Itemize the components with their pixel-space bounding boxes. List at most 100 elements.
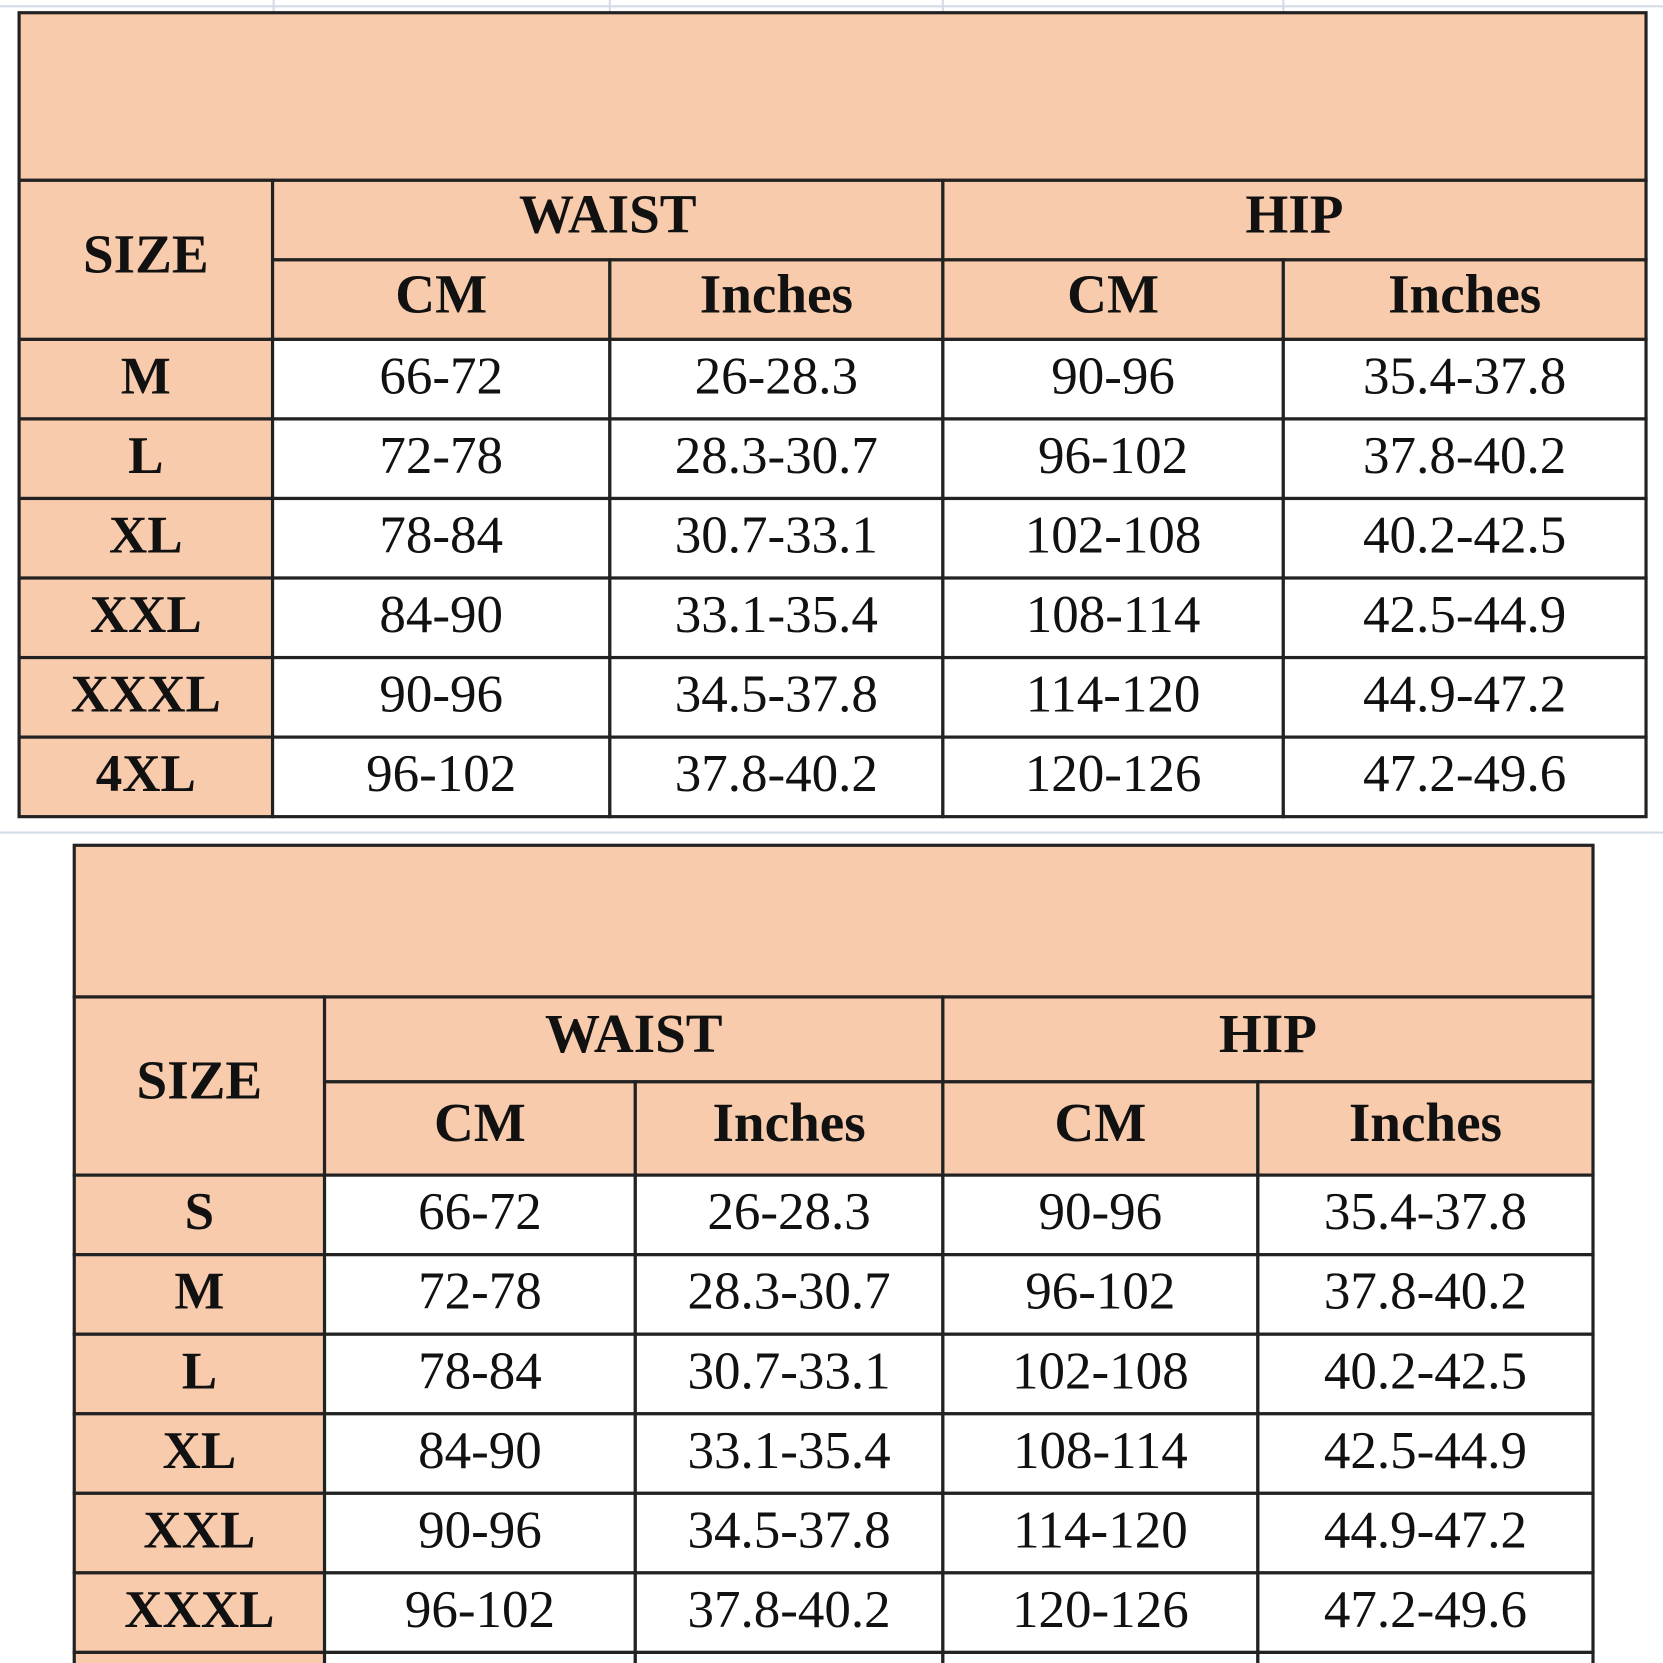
measure-value: 34.5-37.8 (687, 1501, 890, 1559)
size-label: XXL (90, 586, 202, 644)
unit-header-cell (1256, 1080, 1595, 1177)
measure-value: 37.8-40.2 (1324, 1263, 1527, 1321)
size-cell (17, 735, 275, 819)
measure-cell (633, 1253, 945, 1336)
size-cell (17, 496, 275, 580)
measure-cell (608, 735, 945, 819)
size-cell (17, 337, 275, 421)
measure-cell (1256, 1253, 1595, 1336)
measure-cell (608, 655, 945, 739)
measure-value: 120-126 (1012, 1581, 1189, 1639)
measure-value: 72-78 (379, 427, 503, 485)
size-cell (72, 1332, 327, 1416)
unit-header-cell (1281, 258, 1648, 341)
unit-header: Inches (1388, 263, 1541, 324)
measure-value: 44.9-47.2 (1363, 666, 1566, 724)
measure-value: 26-28.3 (695, 347, 858, 405)
measure-value: 66-72 (418, 1183, 542, 1241)
measure-cell (608, 337, 945, 421)
size-label: M (121, 347, 171, 405)
measure-value: 90-96 (379, 666, 503, 724)
measure-value: 26-28.3 (707, 1183, 870, 1241)
measure-cell (941, 735, 1285, 819)
measure-value: 90-96 (1051, 347, 1175, 405)
measure-cell (941, 655, 1285, 739)
group-header: HIP (1245, 184, 1343, 245)
measure-value: 47.2-49.6 (1324, 1581, 1527, 1639)
measure-cell (322, 1491, 637, 1575)
measure-value: 102-108 (1025, 507, 1202, 565)
size-header-cell (72, 995, 327, 1177)
measure-value: 40.2-42.5 (1324, 1342, 1527, 1400)
size-header: SIZE (137, 1050, 263, 1111)
measure-cell (941, 576, 1285, 660)
size-label: M (174, 1263, 224, 1321)
measure-value: 28.3-30.7 (687, 1263, 890, 1321)
measure-cell (270, 417, 612, 501)
title-band (72, 843, 1595, 999)
measure-cell (322, 1253, 637, 1336)
measure-cell (1281, 735, 1648, 819)
measure-cell (270, 576, 612, 660)
unit-header-cell (633, 1080, 945, 1177)
measure-value: 66-72 (379, 347, 503, 405)
measure-value: 120-126 (1025, 745, 1202, 803)
measure-value: 102-108 (1012, 1342, 1189, 1400)
unit-header-cell (322, 1080, 637, 1177)
measure-cell (1281, 337, 1648, 421)
size-label: XXXL (71, 666, 221, 724)
measure-value: 96-102 (1025, 1263, 1175, 1321)
measure-cell (1256, 1412, 1595, 1495)
measure-value: 42.5-44.9 (1324, 1422, 1527, 1480)
measure-cell (1281, 655, 1648, 739)
group-header: WAIST (519, 184, 697, 245)
cut-off-cell (322, 1650, 637, 1663)
measure-cell (1281, 417, 1648, 501)
measure-value: 84-90 (418, 1422, 542, 1480)
measure-cell (941, 1253, 1260, 1336)
measure-value: 78-84 (418, 1342, 542, 1400)
size-cell (72, 1253, 327, 1336)
measure-value: 33.1-35.4 (675, 586, 878, 644)
measure-value: 96-102 (366, 745, 516, 803)
size-cell (17, 576, 275, 660)
measure-cell (322, 1412, 637, 1495)
measure-cell (941, 337, 1285, 421)
measure-value: 84-90 (379, 586, 503, 644)
size-label: XXXL (124, 1581, 274, 1639)
unit-header-cell (941, 1080, 1260, 1177)
measure-value: 35.4-37.8 (1324, 1183, 1527, 1241)
measure-value: 108-114 (1026, 586, 1201, 644)
size-label: XL (109, 507, 183, 565)
unit-header: Inches (712, 1092, 865, 1153)
measure-cell (1256, 1571, 1595, 1654)
size-label: S (185, 1183, 215, 1241)
size-header: SIZE (83, 224, 209, 285)
cut-off-cell (941, 1650, 1260, 1663)
measure-value: 40.2-42.5 (1363, 507, 1566, 565)
measure-cell (322, 1571, 637, 1654)
size-cell (17, 655, 275, 739)
measure-cell (633, 1332, 945, 1416)
measure-cell (633, 1412, 945, 1495)
measure-value: 33.1-35.4 (687, 1422, 890, 1480)
measure-value: 114-120 (1026, 666, 1201, 724)
measure-value: 47.2-49.6 (1363, 745, 1566, 803)
cut-off-cell (72, 1650, 327, 1663)
measure-value: 35.4-37.8 (1363, 347, 1566, 405)
spreadsheet-grid (0, 0, 1663, 834)
unit-header: CM (434, 1092, 526, 1153)
measure-value: 37.8-40.2 (675, 745, 878, 803)
group-header: HIP (1219, 1003, 1317, 1064)
measure-cell (633, 1173, 945, 1257)
measure-cell (633, 1571, 945, 1654)
group-header-cell (941, 178, 1648, 262)
measure-value: 30.7-33.1 (675, 507, 878, 565)
size-cell (17, 417, 275, 501)
size-label: XL (163, 1422, 237, 1480)
unit-header-cell (608, 258, 945, 341)
size-label: L (128, 427, 163, 485)
measure-value: 96-102 (1038, 427, 1188, 485)
